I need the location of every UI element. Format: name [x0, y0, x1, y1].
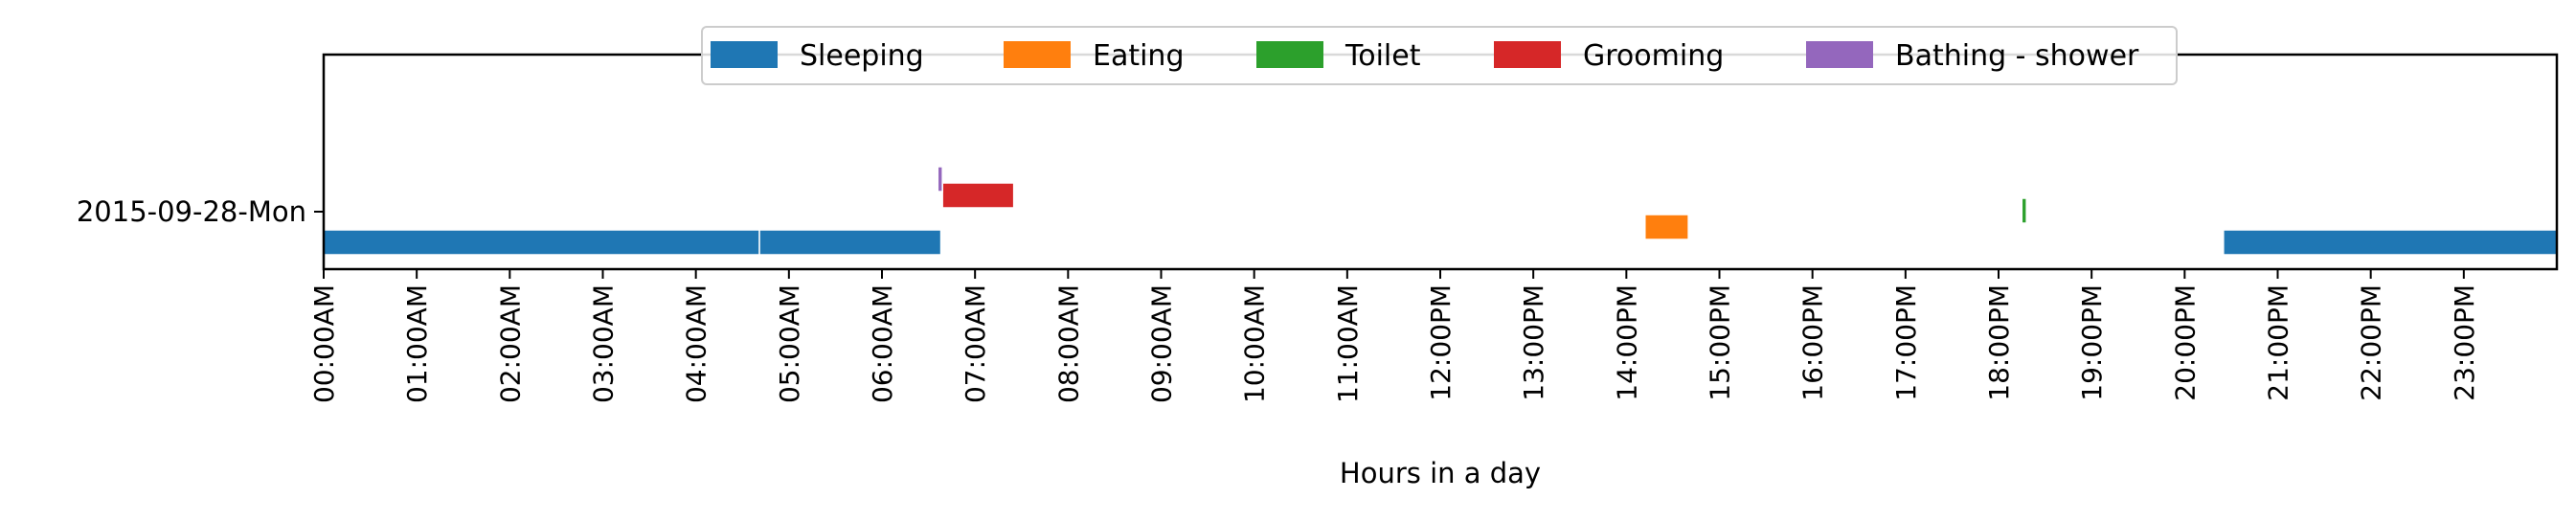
x-tick-label: 14:00PM — [1611, 284, 1642, 401]
x-tick-label: 04:00AM — [681, 284, 712, 403]
x-axis: 00:00AM 01:00AM 02:00AM 03:00AM 04:00AM 05:00… — [308, 269, 2480, 403]
x-tick-label: 17:00PM — [1890, 284, 1922, 401]
bar-sleeping-0 — [323, 229, 760, 256]
legend-label: Sleeping — [800, 39, 924, 73]
legend-label: Eating — [1093, 39, 1185, 73]
x-tick-label: 03:00AM — [588, 284, 620, 403]
legend-label: Grooming — [1583, 39, 1724, 73]
x-tick-label: 09:00AM — [1146, 284, 1178, 403]
x-tick-label: 07:00AM — [960, 284, 991, 403]
x-tick-label: 13:00PM — [1518, 284, 1549, 401]
x-tick-label: 22:00PM — [2356, 284, 2387, 401]
x-tick-label: 10:00AM — [1239, 284, 1271, 403]
x-tick-label: 21:00PM — [2263, 284, 2294, 401]
legend-swatch — [1494, 41, 1561, 68]
bar-toilet-0 — [2021, 197, 2027, 224]
legend-swatch — [711, 41, 778, 68]
legend-swatch — [1806, 41, 1873, 68]
bar-sleeping-1 — [758, 229, 942, 256]
bar-grooming-0 — [941, 182, 1015, 209]
x-tick-label: 06:00AM — [867, 284, 898, 403]
y-tick-label: 2015-09-28-Mon — [77, 195, 306, 228]
x-tick-label: 00:00AM — [308, 284, 340, 403]
x-tick-label: 15:00PM — [1705, 284, 1736, 401]
legend-swatch — [1256, 41, 1323, 68]
x-tick-label: 18:00PM — [1983, 284, 2015, 401]
legend-label: Bathing - shower — [1895, 39, 2139, 73]
bar-bathing-shower-0 — [937, 166, 943, 193]
x-tick-label: 08:00AM — [1052, 284, 1084, 403]
x-tick-label: 12:00PM — [1425, 284, 1457, 401]
legend-label: Toilet — [1344, 39, 1421, 73]
x-tick-label: 20:00PM — [2169, 284, 2201, 401]
x-tick-label: 11:00AM — [1332, 284, 1364, 403]
x-tick-label: 05:00AM — [774, 284, 805, 403]
x-tick-label: 19:00PM — [2076, 284, 2108, 401]
x-tick-label: 02:00AM — [494, 284, 526, 403]
bar-sleeping-2 — [2223, 229, 2558, 256]
x-tick-label: 16:00PM — [1797, 284, 1829, 401]
bars-layer — [323, 166, 2558, 256]
legend: Sleeping Eating Toilet Grooming Bathing - sh… — [701, 26, 2178, 85]
x-tick-label: 01:00AM — [401, 284, 433, 403]
y-axis: 2015-09-28-Mon — [77, 195, 324, 228]
x-axis-label: Hours in a day — [1340, 457, 1541, 489]
x-tick-label: 23:00PM — [2449, 284, 2480, 401]
legend-swatch — [1004, 41, 1071, 68]
bar-eating-0 — [1644, 214, 1689, 240]
